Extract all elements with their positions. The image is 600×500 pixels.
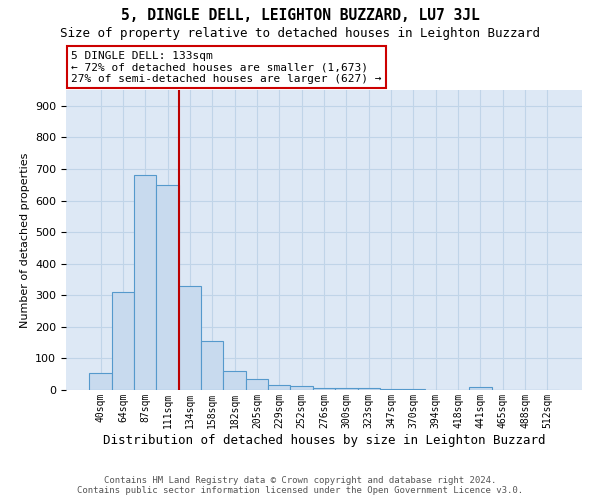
Bar xyxy=(201,341,223,390)
Bar xyxy=(469,388,491,390)
Bar xyxy=(134,176,157,390)
Bar xyxy=(358,388,380,390)
Bar xyxy=(112,292,134,390)
Bar xyxy=(223,371,246,390)
Bar xyxy=(335,388,358,390)
Bar xyxy=(313,388,335,390)
Bar xyxy=(290,386,313,390)
Text: Contains HM Land Registry data © Crown copyright and database right 2024.
Contai: Contains HM Land Registry data © Crown c… xyxy=(77,476,523,495)
Text: 5, DINGLE DELL, LEIGHTON BUZZARD, LU7 3JL: 5, DINGLE DELL, LEIGHTON BUZZARD, LU7 3J… xyxy=(121,8,479,22)
Bar xyxy=(89,372,112,390)
Bar xyxy=(246,379,268,390)
Text: Size of property relative to detached houses in Leighton Buzzard: Size of property relative to detached ho… xyxy=(60,28,540,40)
Bar xyxy=(179,286,201,390)
Bar xyxy=(157,184,179,390)
Bar xyxy=(380,389,402,390)
Text: 5 DINGLE DELL: 133sqm
← 72% of detached houses are smaller (1,673)
27% of semi-d: 5 DINGLE DELL: 133sqm ← 72% of detached … xyxy=(71,51,382,84)
Y-axis label: Number of detached properties: Number of detached properties xyxy=(20,152,29,328)
X-axis label: Distribution of detached houses by size in Leighton Buzzard: Distribution of detached houses by size … xyxy=(103,434,545,446)
Bar xyxy=(268,386,290,390)
